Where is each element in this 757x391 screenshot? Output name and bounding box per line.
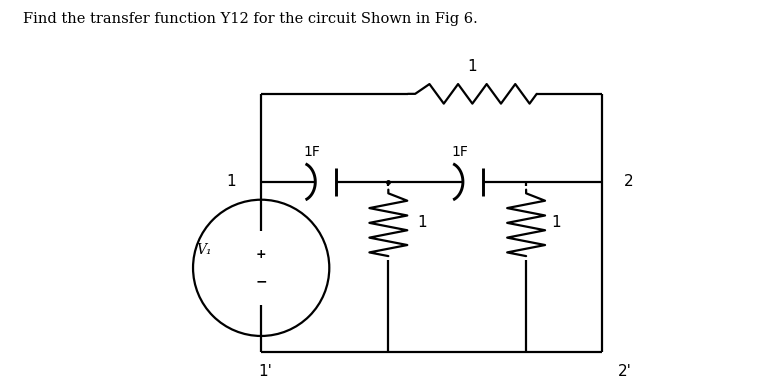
Text: V₁: V₁ — [196, 243, 212, 257]
Text: 2: 2 — [624, 174, 633, 189]
Text: +: + — [256, 248, 266, 261]
Text: 1: 1 — [226, 174, 235, 189]
Text: 1F: 1F — [304, 145, 320, 160]
Text: 1: 1 — [468, 59, 477, 74]
Text: 1': 1' — [258, 364, 272, 379]
Text: 1: 1 — [418, 215, 427, 230]
Text: 2': 2' — [618, 364, 631, 379]
Text: −: − — [255, 274, 267, 288]
Text: Find the transfer function Y12 for the circuit Shown in Fig 6.: Find the transfer function Y12 for the c… — [23, 12, 478, 26]
Text: 1: 1 — [552, 215, 561, 230]
Text: 1F: 1F — [451, 145, 468, 160]
